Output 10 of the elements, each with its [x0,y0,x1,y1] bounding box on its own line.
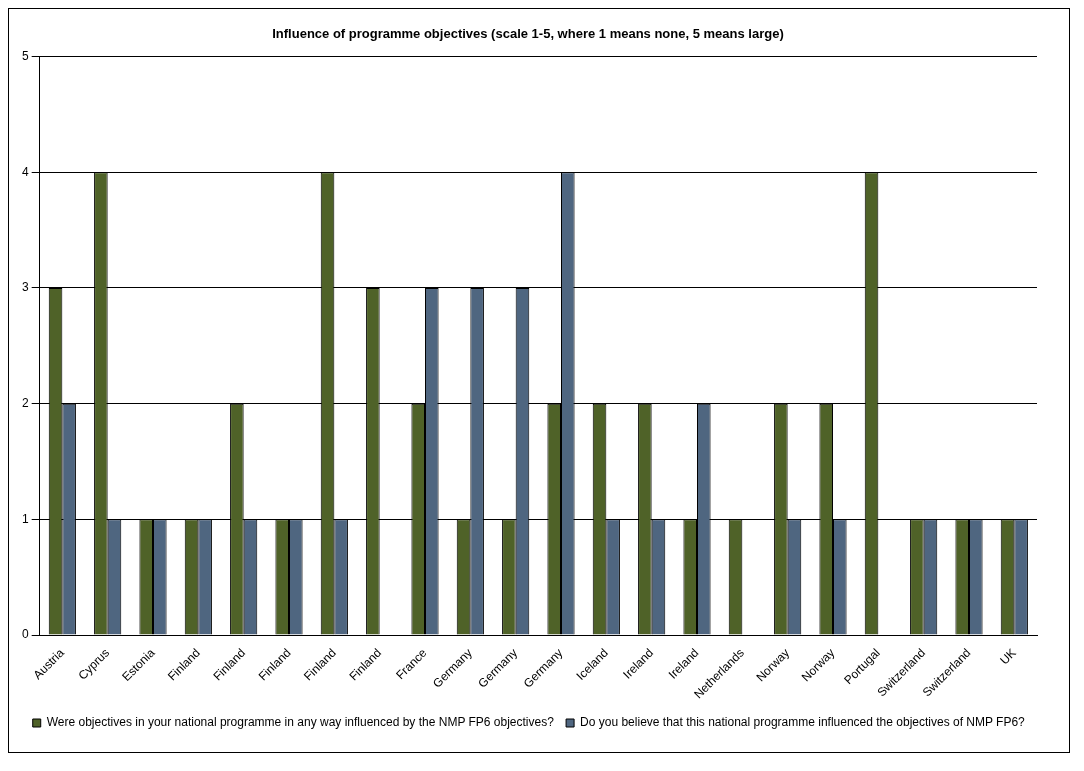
y-tick-label: 1 [21,511,29,526]
y-tick-label: 2 [21,395,29,410]
legend-label: Were objectives in your national programme in any way influenced by the NMP FP6 objectives? [46,715,555,730]
chart-title: Influence of programme objectives (scale 1-5, where 1 means none, 5 means large) [272,26,784,42]
x-tick-label: UK [997,645,1019,668]
y-tick-label: 4 [21,164,29,179]
y-tick-label: 3 [21,280,29,295]
y-tick-label: 0 [21,627,29,642]
y-tick-label: 5 [21,48,29,63]
legend-label: Do you believe that this national programme influenced the objectives of NMP FP6? [580,715,1026,730]
